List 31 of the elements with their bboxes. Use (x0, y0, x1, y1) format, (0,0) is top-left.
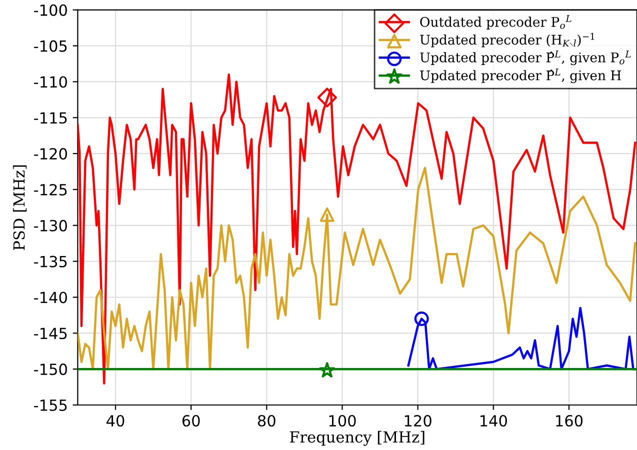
x-tick-label: 80 (258, 414, 276, 427)
line-series (407, 306, 637, 370)
y-tick-label: -115 (34, 112, 67, 124)
point (317, 88, 337, 108)
point (414, 312, 429, 326)
y-tick-label: -100 (34, 4, 67, 16)
y-tick-label: -135 (34, 256, 67, 268)
x-tick-label: 160 (556, 414, 583, 427)
legend-label: Updated precoder (H$_{K∖l}$)$^{−1}$ (420, 32, 594, 48)
legend-label: Outdated precoder P$_{o}$$^{L}$ (420, 15, 572, 30)
x-tick-label: 60 (182, 414, 200, 427)
line-series (78, 166, 636, 370)
y-tick-label: -130 (34, 220, 67, 232)
legend-label: Updated precoder P̂$^{L}$, given H (420, 68, 621, 84)
y-tick-label: -140 (34, 292, 67, 304)
y-tick-label: -105 (34, 40, 67, 52)
x-tick-label: 40 (106, 414, 124, 427)
y-tick-label: -150 (34, 364, 67, 376)
y-tick-label: -125 (34, 184, 67, 196)
y-tick-label: -110 (34, 76, 67, 88)
y-tick-label: -145 (34, 328, 67, 340)
legend-label: Updated precoder P̂$^{L}$, given P$_{o}$$^{L}$ (420, 50, 631, 66)
point (320, 207, 334, 222)
y-axis-title: PSD [MHz] (12, 165, 27, 250)
y-tick-label: -120 (34, 148, 67, 160)
y-tick-label: -155 (34, 400, 67, 412)
x-tick-label: 100 (329, 414, 356, 427)
x-axis-title: Frequency [MHz] (290, 430, 424, 446)
point (319, 362, 336, 378)
x-tick-label: 140 (480, 414, 507, 427)
x-tick-label: 120 (404, 414, 432, 427)
